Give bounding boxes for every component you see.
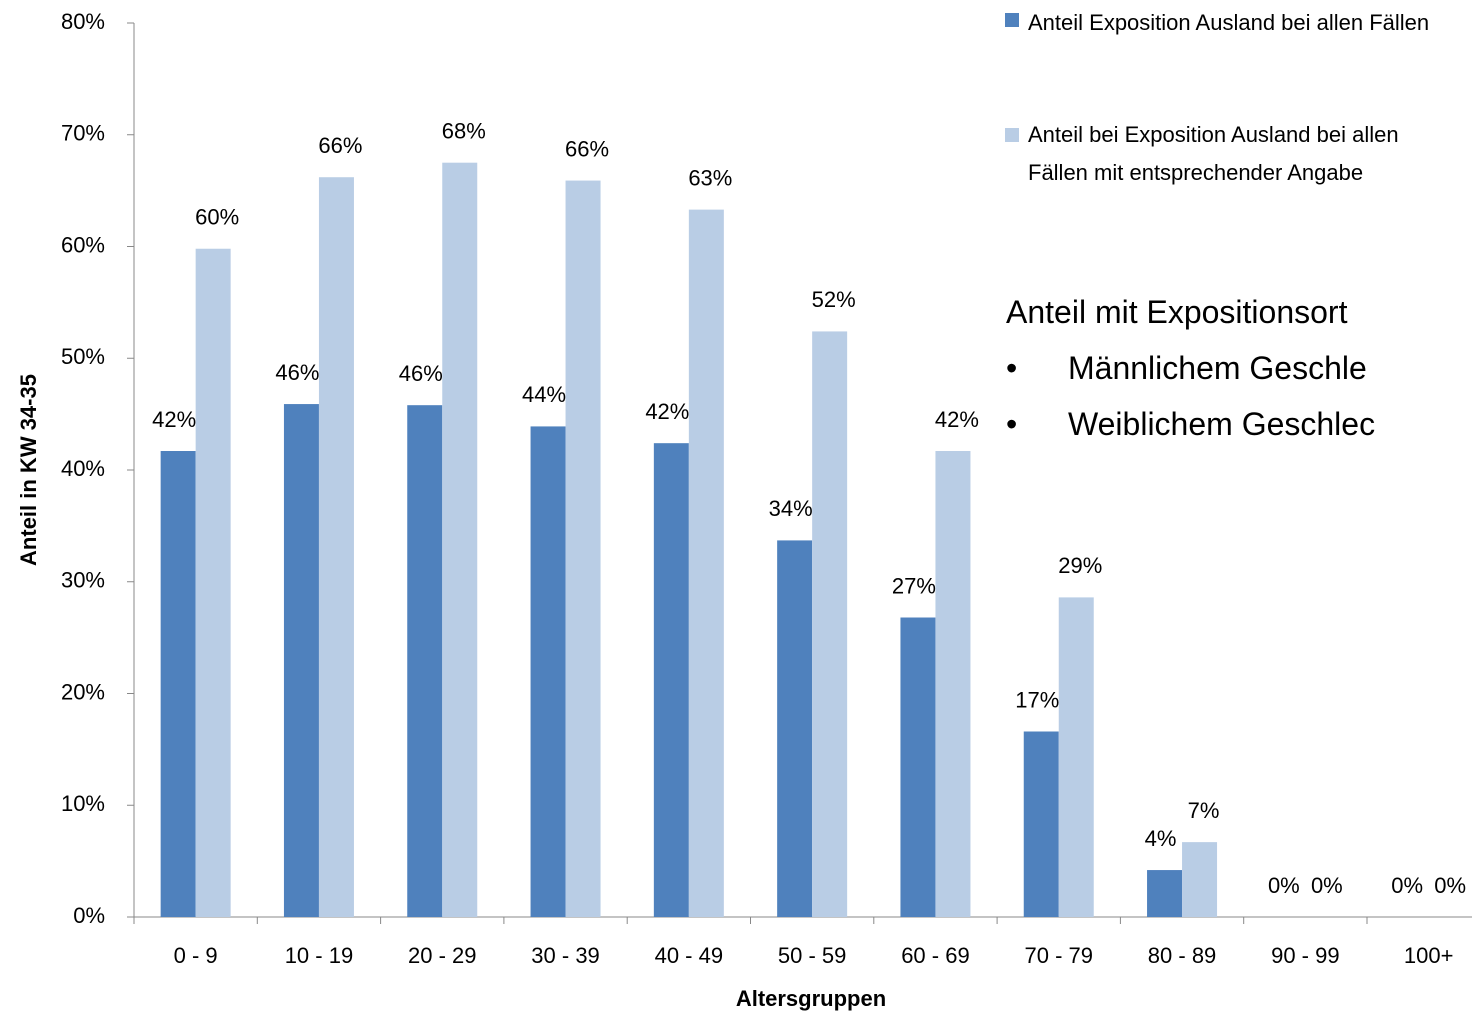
- y-tick-label: 0%: [73, 903, 105, 928]
- bar: [688, 209, 724, 917]
- y-tick-label: 80%: [61, 9, 105, 34]
- bar: [442, 162, 478, 917]
- x-tick-label: 80 - 89: [1148, 943, 1217, 968]
- legend-entry: Anteil Exposition Ausland bei allen Fäll…: [1028, 10, 1430, 35]
- bar: [160, 451, 196, 917]
- legend-swatch: [1005, 128, 1019, 142]
- y-tick-label: 30%: [61, 568, 105, 593]
- x-tick-label: 100+: [1404, 943, 1454, 968]
- bar: [653, 443, 689, 917]
- value-label: 52%: [812, 287, 856, 312]
- bar: [318, 177, 354, 918]
- annotation: Männlichem Geschle: [1068, 350, 1367, 386]
- bar: [530, 426, 566, 917]
- y-tick-label: 50%: [61, 344, 105, 369]
- bar: [195, 248, 231, 918]
- value-label: 42%: [152, 407, 196, 432]
- bar: [565, 180, 601, 917]
- annotation: Anteil mit Expositionsort: [1006, 294, 1348, 330]
- value-label: 0%: [1268, 873, 1300, 898]
- value-label: 27%: [892, 573, 936, 598]
- y-tick-label: 20%: [61, 679, 105, 704]
- annotation: Weiblichem Geschlec: [1068, 406, 1376, 442]
- value-label: 42%: [645, 399, 689, 424]
- value-label: 66%: [565, 136, 609, 161]
- bullet: •: [1006, 406, 1018, 442]
- bar: [1023, 731, 1059, 917]
- value-label: 0%: [1391, 873, 1423, 898]
- bar: [1182, 842, 1218, 917]
- bar: [283, 404, 319, 917]
- y-tick-label: 70%: [61, 121, 105, 146]
- bullet: •: [1006, 350, 1018, 386]
- bar: [900, 617, 936, 917]
- x-tick-label: 90 - 99: [1271, 943, 1340, 968]
- value-label: 46%: [275, 360, 319, 385]
- x-tick-label: 0 - 9: [174, 943, 218, 968]
- x-tick-label: 60 - 69: [901, 943, 970, 968]
- bar: [1058, 597, 1094, 917]
- bar: [935, 451, 971, 917]
- value-label: 68%: [442, 119, 486, 144]
- value-label: 0%: [1434, 873, 1466, 898]
- x-tick-label: 70 - 79: [1025, 943, 1094, 968]
- value-label: 60%: [195, 205, 239, 230]
- bar: [812, 331, 848, 917]
- value-label: 63%: [688, 165, 732, 190]
- x-axis-title: Altersgruppen: [736, 986, 886, 1011]
- value-label: 7%: [1188, 798, 1220, 823]
- value-label: 0%: [1311, 873, 1343, 898]
- bar: [777, 540, 813, 917]
- y-tick-label: 40%: [61, 456, 105, 481]
- x-tick-label: 30 - 39: [531, 943, 600, 968]
- value-label: 4%: [1145, 826, 1177, 851]
- value-label: 29%: [1058, 553, 1102, 578]
- bar: [1147, 870, 1183, 917]
- value-label: 17%: [1015, 687, 1059, 712]
- y-axis-title: Anteil in KW 34-35: [16, 374, 41, 566]
- x-tick-label: 40 - 49: [655, 943, 724, 968]
- value-label: 66%: [318, 133, 362, 158]
- legend-swatch: [1005, 13, 1019, 27]
- x-tick-label: 10 - 19: [285, 943, 354, 968]
- value-label: 44%: [522, 382, 566, 407]
- value-label: 34%: [769, 496, 813, 521]
- value-label: 46%: [399, 361, 443, 386]
- x-tick-label: 50 - 59: [778, 943, 847, 968]
- x-tick-label: 20 - 29: [408, 943, 477, 968]
- bar: [407, 405, 443, 917]
- y-tick-label: 60%: [61, 232, 105, 257]
- y-tick-label: 10%: [61, 791, 105, 816]
- value-label: 42%: [935, 407, 979, 432]
- legend-entry: Anteil bei Exposition Ausland bei allen …: [1028, 122, 1399, 185]
